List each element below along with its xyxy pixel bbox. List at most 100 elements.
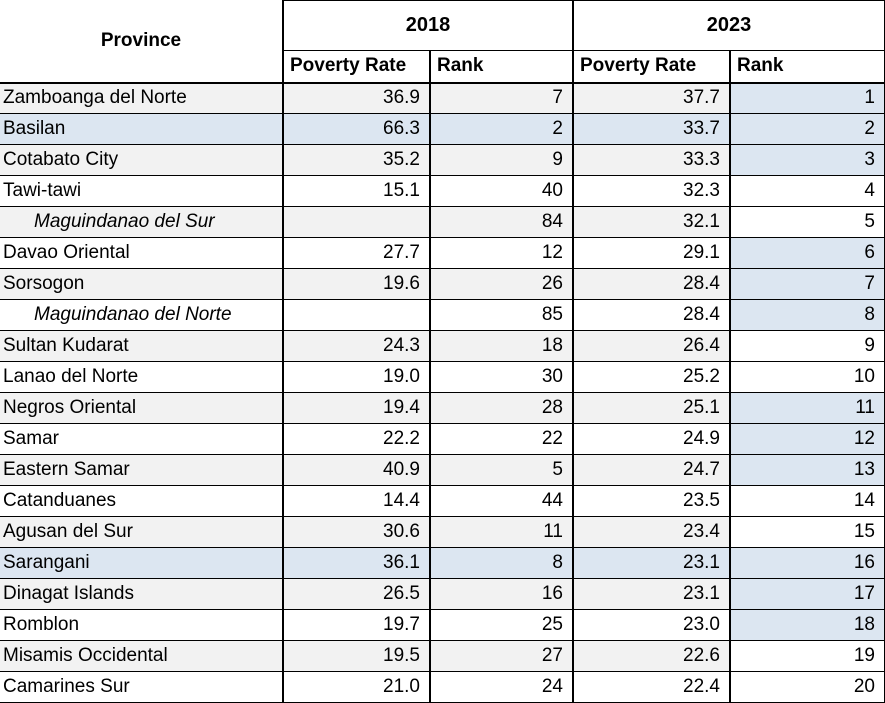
province-cell[interactable]: Agusan del Sur — [0, 516, 284, 548]
rank-2023-cell[interactable]: 7 — [729, 268, 885, 300]
rank-2018-cell[interactable]: 28 — [429, 392, 574, 424]
poverty-rate-2023-cell[interactable]: 32.1 — [572, 206, 731, 238]
poverty-rate-2023-cell[interactable]: 23.1 — [572, 578, 731, 610]
rank-2023-cell[interactable]: 9 — [729, 330, 885, 362]
poverty-rate-2023-cell[interactable]: 25.2 — [572, 361, 731, 393]
province-cell[interactable]: Negros Oriental — [0, 392, 284, 424]
province-cell[interactable]: Davao Oriental — [0, 237, 284, 269]
rank-2018-cell[interactable]: 85 — [429, 299, 574, 331]
rank-2023-cell[interactable]: 3 — [729, 144, 885, 176]
poverty-rate-2018-cell[interactable]: 15.1 — [282, 175, 431, 207]
rank-2018-cell[interactable]: 22 — [429, 423, 574, 455]
rank-2018-cell[interactable]: 30 — [429, 361, 574, 393]
poverty-rate-2018-cell[interactable]: 19.5 — [282, 640, 431, 672]
poverty-rate-2023-cell[interactable]: 29.1 — [572, 237, 731, 269]
poverty-rate-2023-cell[interactable]: 37.7 — [572, 82, 731, 114]
rank-2018-cell[interactable]: 84 — [429, 206, 574, 238]
rank-2023-cell[interactable]: 8 — [729, 299, 885, 331]
province-cell[interactable]: Sorsogon — [0, 268, 284, 300]
poverty-rate-2018-cell[interactable] — [282, 206, 431, 238]
poverty-rate-2023-cell[interactable]: 33.7 — [572, 113, 731, 145]
rank-2018-cell[interactable]: 11 — [429, 516, 574, 548]
poverty-rate-2023-cell[interactable]: 23.5 — [572, 485, 731, 517]
province-cell[interactable]: Maguindanao del Sur — [0, 206, 284, 238]
province-cell[interactable]: Misamis Occidental — [0, 640, 284, 672]
poverty-rate-2023-cell[interactable]: 24.9 — [572, 423, 731, 455]
poverty-rate-2018-cell[interactable]: 30.6 — [282, 516, 431, 548]
column-header-poverty-rate-2018[interactable]: Poverty Rate — [282, 50, 431, 84]
poverty-rate-2018-cell[interactable]: 66.3 — [282, 113, 431, 145]
poverty-rate-2018-cell[interactable]: 14.4 — [282, 485, 431, 517]
poverty-rate-2023-cell[interactable]: 23.4 — [572, 516, 731, 548]
poverty-rate-2023-cell[interactable]: 23.1 — [572, 547, 731, 579]
province-cell[interactable]: Basilan — [0, 113, 284, 145]
rank-2018-cell[interactable]: 9 — [429, 144, 574, 176]
province-cell[interactable]: Samar — [0, 423, 284, 455]
rank-2023-cell[interactable]: 18 — [729, 609, 885, 641]
rank-2023-cell[interactable]: 15 — [729, 516, 885, 548]
poverty-rate-2018-cell[interactable]: 24.3 — [282, 330, 431, 362]
poverty-rate-2023-cell[interactable]: 28.4 — [572, 299, 731, 331]
rank-2018-cell[interactable]: 26 — [429, 268, 574, 300]
poverty-rate-2018-cell[interactable]: 19.4 — [282, 392, 431, 424]
rank-2023-cell[interactable]: 17 — [729, 578, 885, 610]
poverty-rate-2023-cell[interactable]: 23.0 — [572, 609, 731, 641]
rank-2023-cell[interactable]: 19 — [729, 640, 885, 672]
rank-2023-cell[interactable]: 2 — [729, 113, 885, 145]
poverty-rate-2018-cell[interactable]: 36.1 — [282, 547, 431, 579]
rank-2018-cell[interactable]: 5 — [429, 454, 574, 486]
poverty-rate-2023-cell[interactable]: 24.7 — [572, 454, 731, 486]
poverty-rate-2018-cell[interactable]: 36.9 — [282, 82, 431, 114]
province-cell[interactable]: Sultan Kudarat — [0, 330, 284, 362]
province-cell[interactable]: Sarangani — [0, 547, 284, 579]
poverty-rate-2018-cell[interactable]: 26.5 — [282, 578, 431, 610]
rank-2018-cell[interactable]: 40 — [429, 175, 574, 207]
rank-2018-cell[interactable]: 24 — [429, 671, 574, 703]
rank-2023-cell[interactable]: 12 — [729, 423, 885, 455]
rank-2023-cell[interactable]: 13 — [729, 454, 885, 486]
province-cell[interactable]: Camarines Sur — [0, 671, 284, 703]
column-header-poverty-rate-2023[interactable]: Poverty Rate — [572, 50, 731, 84]
rank-2023-cell[interactable]: 5 — [729, 206, 885, 238]
rank-2023-cell[interactable]: 6 — [729, 237, 885, 269]
poverty-rate-2018-cell[interactable]: 35.2 — [282, 144, 431, 176]
poverty-rate-2018-cell[interactable]: 19.0 — [282, 361, 431, 393]
province-cell[interactable]: Lanao del Norte — [0, 361, 284, 393]
province-cell[interactable]: Zamboanga del Norte — [0, 82, 284, 114]
rank-2023-cell[interactable]: 14 — [729, 485, 885, 517]
poverty-rate-2018-cell[interactable]: 21.0 — [282, 671, 431, 703]
poverty-rate-2023-cell[interactable]: 32.3 — [572, 175, 731, 207]
rank-2018-cell[interactable]: 18 — [429, 330, 574, 362]
province-cell[interactable]: Dinagat Islands — [0, 578, 284, 610]
province-cell[interactable]: Romblon — [0, 609, 284, 641]
poverty-rate-2023-cell[interactable]: 25.1 — [572, 392, 731, 424]
province-cell[interactable]: Eastern Samar — [0, 454, 284, 486]
column-header-rank-2018[interactable]: Rank — [429, 50, 574, 84]
rank-2018-cell[interactable]: 16 — [429, 578, 574, 610]
rank-2018-cell[interactable]: 12 — [429, 237, 574, 269]
rank-2018-cell[interactable]: 44 — [429, 485, 574, 517]
rank-2023-cell[interactable]: 11 — [729, 392, 885, 424]
poverty-rate-2018-cell[interactable]: 19.7 — [282, 609, 431, 641]
province-cell[interactable]: Cotabato City — [0, 144, 284, 176]
poverty-rate-2023-cell[interactable]: 33.3 — [572, 144, 731, 176]
rank-2018-cell[interactable]: 27 — [429, 640, 574, 672]
poverty-rate-2018-cell[interactable] — [282, 299, 431, 331]
rank-2018-cell[interactable]: 2 — [429, 113, 574, 145]
province-cell[interactable]: Tawi-tawi — [0, 175, 284, 207]
poverty-rate-2023-cell[interactable]: 22.6 — [572, 640, 731, 672]
province-cell[interactable]: Catanduanes — [0, 485, 284, 517]
province-cell[interactable]: Maguindanao del Norte — [0, 299, 284, 331]
rank-2018-cell[interactable]: 25 — [429, 609, 574, 641]
column-header-rank-2023[interactable]: Rank — [729, 50, 885, 84]
rank-2023-cell[interactable]: 16 — [729, 547, 885, 579]
column-header-province[interactable]: Province — [0, 0, 284, 84]
rank-2018-cell[interactable]: 8 — [429, 547, 574, 579]
rank-2018-cell[interactable]: 7 — [429, 82, 574, 114]
column-header-year-2023[interactable]: 2023 — [572, 0, 885, 51]
rank-2023-cell[interactable]: 4 — [729, 175, 885, 207]
column-header-year-2018[interactable]: 2018 — [282, 0, 574, 51]
rank-2023-cell[interactable]: 1 — [729, 82, 885, 114]
poverty-rate-2018-cell[interactable]: 27.7 — [282, 237, 431, 269]
poverty-rate-2023-cell[interactable]: 22.4 — [572, 671, 731, 703]
